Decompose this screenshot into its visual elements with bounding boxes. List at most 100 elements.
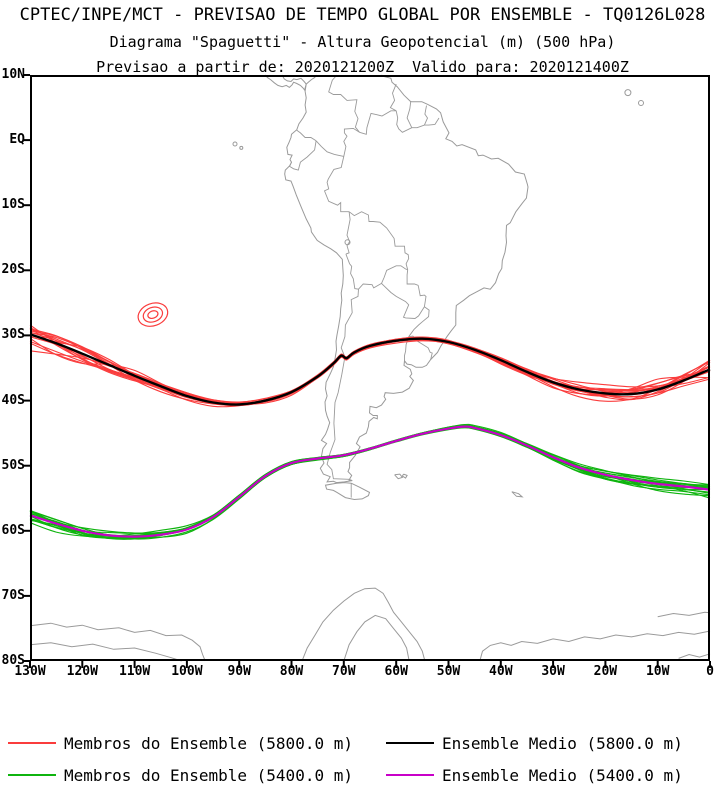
ensemble-member-line <box>29 426 711 540</box>
lat-tick-label: 70S <box>1 587 25 603</box>
antarctica-coastline <box>29 622 206 662</box>
title-line-2: Diagrama "Spaguetti" - Altura Geopotenci… <box>109 33 616 51</box>
country-border <box>323 156 350 213</box>
basemap <box>29 74 711 662</box>
country-border <box>358 283 382 290</box>
legend-line-sample <box>386 741 434 745</box>
lat-tick-label: 30S <box>1 327 25 343</box>
country-border <box>343 127 360 157</box>
closed-contour-ring <box>147 310 159 320</box>
coastline <box>511 491 524 498</box>
lon-tick-label: 60W <box>384 664 408 679</box>
country-border <box>326 289 359 482</box>
antarctica-coastline <box>479 630 711 662</box>
country-border <box>406 100 413 128</box>
ensemble-member-line <box>29 427 711 537</box>
legend-label: Membros do Ensemble (5800.0 m) <box>64 733 353 753</box>
lat-tick-label: 10N <box>1 67 25 82</box>
small-island <box>232 141 238 147</box>
ensemble-member-line <box>29 425 711 538</box>
country-border <box>348 211 410 270</box>
ensemble-member-line <box>29 425 711 537</box>
ensemble-member-line <box>29 424 711 535</box>
lon-tick-label: 110W <box>118 664 151 679</box>
country-border <box>359 110 397 135</box>
country-border <box>423 105 429 126</box>
country-border <box>411 117 440 129</box>
lat-tick-label: 20S <box>1 262 25 278</box>
lon-tick-label: 130W <box>14 664 46 679</box>
title-line-3: Previsao a partir de: 2020121200Z Valido… <box>96 58 629 76</box>
coastline <box>265 74 307 92</box>
coastline <box>394 473 404 480</box>
closed-contour-ring <box>142 306 164 323</box>
map-plot-area <box>23 74 711 668</box>
country-border <box>381 283 425 319</box>
legend-line-sample <box>8 742 56 744</box>
lon-tick-label: 0 <box>706 664 714 679</box>
lon-tick-label: 10W <box>645 664 670 679</box>
legend: Membros do Ensemble (5800.0 m) Ensemble M… <box>0 727 725 791</box>
coastline <box>401 473 408 479</box>
coastline <box>284 74 529 484</box>
legend-line-sample <box>8 774 56 776</box>
ensemble-member-line <box>29 425 711 537</box>
country-border <box>315 140 344 157</box>
lat-tick-label: EQ <box>9 132 25 148</box>
map-canvas <box>23 74 711 668</box>
lon-tick-label: 50W <box>436 664 461 679</box>
small-island <box>638 100 644 106</box>
lat-tick-label: 60S <box>1 522 25 538</box>
country-border <box>345 253 359 290</box>
small-island <box>624 89 632 97</box>
lon-tick-label: 30W <box>541 664 565 679</box>
country-border <box>389 83 397 112</box>
country-border <box>345 211 351 255</box>
coastline <box>281 74 307 85</box>
country-border <box>408 306 430 337</box>
country-border <box>395 110 412 133</box>
antarctica-coastline <box>657 611 711 618</box>
lat-axis: 10N EQ 10S 20S 30S 40S 50S 60S 70S 80S <box>0 67 27 668</box>
lon-tick-label: 70W <box>332 664 356 679</box>
lon-tick-label: 20W <box>593 664 618 679</box>
country-border <box>381 265 408 284</box>
axis-ticks <box>23 74 711 668</box>
title-line-1: CPTEC/INPE/MCT - PREVISAO DE TEMPO GLOBA… <box>19 5 706 25</box>
ensemble-members-5400 <box>29 423 711 540</box>
lon-tick-label: 100W <box>171 664 203 679</box>
lat-tick-label: 40S <box>1 392 25 408</box>
legend-line-sample <box>386 773 434 777</box>
antarctica-coastline <box>29 642 182 662</box>
ensemble-member-line <box>29 425 711 539</box>
map-frame <box>30 75 710 661</box>
legend-item: Membros do Ensemble (5800.0 m) <box>8 727 353 759</box>
ensemble-mean-line <box>29 425 711 538</box>
country-border <box>288 140 317 171</box>
ensemble-member-line <box>29 425 711 538</box>
country-border <box>328 74 360 133</box>
country-border <box>408 335 433 360</box>
ensemble-member-line <box>29 425 711 540</box>
ensemble-mean-line <box>29 332 711 406</box>
small-island <box>344 239 351 246</box>
antarctica-coastline <box>678 653 711 659</box>
lat-tick-label: 10S <box>1 197 25 213</box>
lon-axis: 130W 120W 110W 100W 90W 80W 70W 60W 50W 40W 30W 20W… <box>14 664 714 682</box>
lon-tick-label: 40W <box>489 664 513 679</box>
ensemble-member-line <box>29 425 711 538</box>
country-border <box>296 129 317 142</box>
lon-tick-label: 120W <box>66 664 98 679</box>
coastline <box>324 482 371 501</box>
small-island <box>239 145 244 150</box>
legend-label: Membros do Ensemble (5400.0 m) <box>64 765 353 785</box>
legend-label: Ensemble Medio (5400.0 m) <box>442 765 683 785</box>
country-border <box>406 269 427 307</box>
antarctica-coastline <box>301 587 426 662</box>
lon-tick-label: 80W <box>279 664 304 679</box>
antarctica-coastline <box>343 614 410 662</box>
legend-item: Ensemble Medio (5400.0 m) <box>386 759 683 791</box>
ensemble-member-line <box>29 426 711 540</box>
ensemble-member-line <box>29 424 711 538</box>
